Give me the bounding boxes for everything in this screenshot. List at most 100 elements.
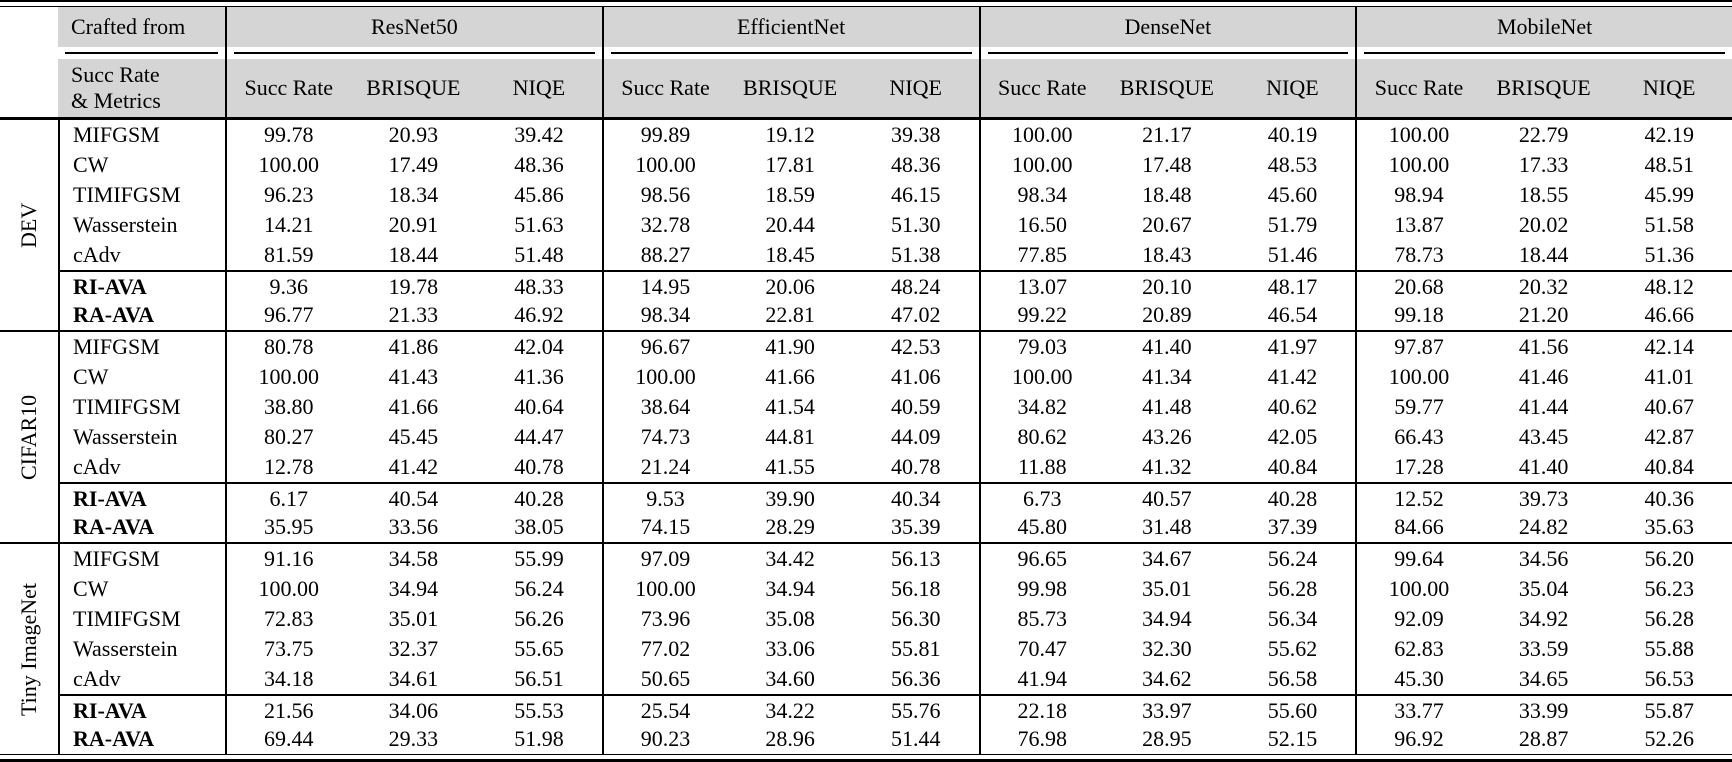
table-cell: 96.23 bbox=[225, 180, 351, 210]
table-cell: 99.78 bbox=[225, 120, 351, 150]
table-cell: 28.29 bbox=[765, 514, 815, 539]
table-cell: 35.08 bbox=[765, 606, 815, 631]
table-cell: 42.04 bbox=[514, 334, 564, 359]
table-cell: 18.59 bbox=[765, 182, 815, 207]
table-cell: 100.00 bbox=[1355, 150, 1481, 180]
table-cell: 34.06 bbox=[350, 694, 477, 724]
table-cell: 33.56 bbox=[388, 514, 439, 539]
table-cell: 99.89 bbox=[601, 120, 728, 150]
table-cell: 42.14 bbox=[1644, 334, 1694, 359]
table-cell: 51.58 bbox=[1644, 212, 1694, 237]
table-cell: 41.34 bbox=[1142, 364, 1192, 389]
table-cell: 73.96 bbox=[601, 604, 728, 634]
table-cell: 51.98 bbox=[514, 726, 564, 751]
table-cell: 84.66 bbox=[1355, 512, 1481, 542]
table-cell: 41.48 bbox=[1142, 394, 1192, 419]
table-cell: 42.19 bbox=[1644, 122, 1694, 147]
table-cell: 76.98 bbox=[978, 724, 1105, 754]
table-cell: 20.44 bbox=[765, 212, 815, 237]
table-cell: 6.17 bbox=[225, 482, 351, 512]
table-cell: 48.33 bbox=[476, 270, 602, 300]
table-cell: 59.77 bbox=[1355, 392, 1481, 422]
table-cell: 40.34 bbox=[852, 482, 979, 512]
table-cell: 51.63 bbox=[514, 212, 564, 237]
table-cell: 31.48 bbox=[1142, 514, 1192, 539]
table-cell: 79.03 bbox=[978, 332, 1105, 362]
table-cell: 34.42 bbox=[765, 546, 815, 571]
table-cell: 56.51 bbox=[514, 666, 564, 691]
subheader-brisque: BRISQUE bbox=[1104, 59, 1230, 117]
section-divider-rule bbox=[0, 330, 1732, 332]
table-cell: 98.94 bbox=[1355, 180, 1481, 210]
table-cell: 56.58 bbox=[1267, 666, 1318, 691]
table-cell: 48.24 bbox=[852, 270, 979, 300]
table-cell: 33.97 bbox=[1104, 694, 1230, 724]
table-cell: 100.00 bbox=[1355, 120, 1481, 150]
table-cell: 41.32 bbox=[1142, 454, 1192, 479]
table-cell: 40.84 bbox=[1267, 454, 1318, 479]
table-cell: 13.07 bbox=[978, 270, 1105, 300]
table-cell: 45.45 bbox=[388, 424, 439, 449]
table-cell: 45.99 bbox=[1644, 182, 1694, 207]
table-cell: 42.53 bbox=[890, 334, 941, 359]
table-cell: 56.34 bbox=[1267, 606, 1318, 631]
table-cell: 39.90 bbox=[727, 482, 853, 512]
table-cell: 34.94 bbox=[1142, 606, 1192, 631]
table-cell: 88.27 bbox=[601, 240, 728, 270]
method-label: RI-AVA bbox=[58, 270, 225, 300]
corner-header-crafted-from: Crafted from bbox=[58, 7, 225, 47]
table-cell: 13.87 bbox=[1355, 210, 1481, 240]
subheader-brisque: BRISQUE bbox=[350, 59, 477, 117]
table-cell: 41.54 bbox=[765, 394, 815, 419]
table-cell: 41.97 bbox=[1267, 334, 1318, 359]
table-cell: 34.22 bbox=[727, 694, 853, 724]
method-label: Wasserstein bbox=[58, 634, 225, 664]
table-cell: 20.93 bbox=[388, 122, 439, 147]
table-cell: 55.87 bbox=[1606, 694, 1732, 724]
table-cell: 20.89 bbox=[1142, 302, 1192, 327]
method-label: RA-AVA bbox=[58, 512, 225, 542]
table-cell: 55.99 bbox=[514, 546, 564, 571]
table-cell: 45.86 bbox=[514, 182, 564, 207]
table-cell: 21.24 bbox=[601, 452, 728, 482]
table-cell: 45.30 bbox=[1355, 664, 1481, 694]
table-cell: 34.92 bbox=[1518, 606, 1569, 631]
table-cell: 20.06 bbox=[727, 270, 853, 300]
table-cell: 40.78 bbox=[514, 454, 564, 479]
table-cell: 55.62 bbox=[1267, 636, 1318, 661]
table-cell: 44.09 bbox=[890, 424, 941, 449]
results-table: Crafted from ResNet50 EfficientNet Dense… bbox=[0, 7, 1732, 754]
table-cell: 22.18 bbox=[978, 694, 1105, 724]
header-spacer bbox=[0, 59, 58, 117]
group-header-resnet50: ResNet50 bbox=[225, 7, 602, 47]
method-label: MIFGSM bbox=[58, 332, 225, 362]
table-cell: 51.30 bbox=[890, 212, 941, 237]
subheader-niqe: NIQE bbox=[1606, 59, 1732, 117]
table-cell: 42.87 bbox=[1644, 424, 1694, 449]
cmidrule-corner bbox=[58, 47, 225, 59]
table-cell: 46.92 bbox=[514, 302, 564, 327]
table-cell: 85.73 bbox=[978, 604, 1105, 634]
table-cell: 17.33 bbox=[1518, 152, 1569, 177]
corner-line-2: & Metrics bbox=[71, 88, 161, 113]
table-cell: 51.48 bbox=[514, 242, 564, 267]
table-cell: 18.44 bbox=[388, 242, 439, 267]
table-cell: 40.36 bbox=[1606, 482, 1732, 512]
subheader-succ-rate: Succ Rate bbox=[1355, 59, 1481, 117]
table-cell: 28.95 bbox=[1142, 726, 1192, 751]
table-cell: 78.73 bbox=[1355, 240, 1481, 270]
method-label: Wasserstein bbox=[58, 422, 225, 452]
table-cell: 43.26 bbox=[1142, 424, 1192, 449]
table-cell: 28.87 bbox=[1518, 726, 1569, 751]
table-cell: 34.58 bbox=[388, 546, 439, 571]
method-label: CW bbox=[58, 150, 225, 180]
table-cell: 55.81 bbox=[890, 636, 941, 661]
table-cell: 48.51 bbox=[1644, 152, 1694, 177]
table-cell: 80.27 bbox=[225, 422, 351, 452]
table-cell: 20.10 bbox=[1104, 270, 1230, 300]
table-cell: 99.64 bbox=[1355, 544, 1481, 574]
table-cell: 41.42 bbox=[1267, 364, 1318, 389]
table-cell: 51.46 bbox=[1267, 242, 1318, 267]
table-cell: 48.17 bbox=[1229, 270, 1356, 300]
table-cell: 80.62 bbox=[978, 422, 1105, 452]
